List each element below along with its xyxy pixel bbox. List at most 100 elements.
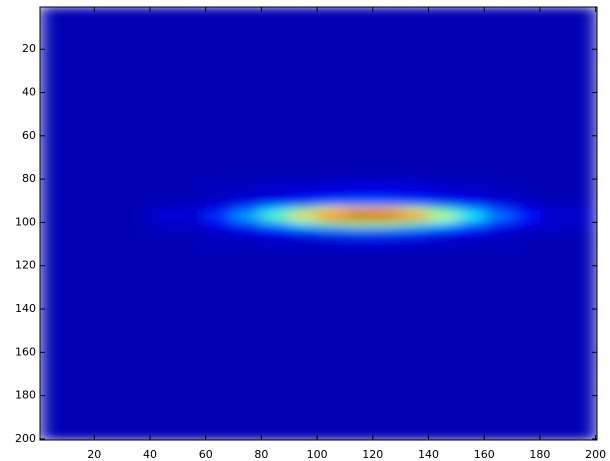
heatmap-cell	[94, 227, 150, 236]
heatmap-cell	[512, 201, 540, 208]
y-tick-label: 100	[15, 215, 36, 228]
heatmap-cell	[429, 220, 457, 227]
heatmap-cell	[456, 207, 484, 214]
heatmap-cell	[540, 136, 598, 180]
heatmap-cell	[150, 235, 206, 248]
heatmap-cell	[289, 220, 317, 227]
heatmap-cell	[261, 235, 289, 248]
heatmap-cell	[373, 192, 401, 201]
heatmap-cell	[401, 214, 429, 221]
heatmap-cell	[94, 214, 150, 221]
heatmap-cell	[150, 201, 206, 208]
heatmap-cell	[401, 192, 429, 201]
heatmap-cell	[345, 227, 373, 236]
heatmap-cell	[234, 179, 262, 192]
y-tick-label: 80	[22, 172, 36, 185]
heatmap-cell	[373, 136, 401, 180]
heatmap-cell	[540, 179, 598, 192]
chart: 2040608010012014016018020020406080100120…	[0, 0, 610, 461]
heatmap-cell	[401, 287, 429, 440]
heatmap-cell	[150, 287, 206, 440]
heatmap-cell	[234, 207, 262, 214]
heatmap-cell	[345, 201, 373, 208]
heatmap-cell	[540, 192, 598, 201]
y-tick-label: 120	[15, 259, 36, 272]
heatmap-cell	[94, 7, 150, 136]
heatmap-cell	[401, 220, 429, 227]
heatmap-cell	[484, 287, 512, 440]
heatmap-cell	[345, 248, 373, 287]
heatmap-cell	[540, 220, 598, 227]
heatmap-cell	[317, 220, 345, 227]
heatmap-cell	[429, 248, 457, 287]
heatmap-cell	[401, 227, 429, 236]
heatmap-cell	[234, 287, 262, 440]
heatmap-cell	[429, 179, 457, 192]
heatmap-cell	[261, 207, 289, 214]
heatmap-cell	[512, 179, 540, 192]
heatmap-cell	[401, 248, 429, 287]
heatmap-cell	[317, 227, 345, 236]
heatmap-cell	[317, 7, 345, 136]
heatmap-cell	[456, 220, 484, 227]
heatmap-cell	[40, 235, 95, 248]
heatmap-cell	[261, 248, 289, 287]
heatmap-cell	[234, 7, 262, 136]
heatmap-cell	[94, 220, 150, 227]
heatmap-cell	[261, 192, 289, 201]
heatmap-cell	[206, 179, 234, 192]
heatmap-cell	[484, 207, 512, 214]
heatmap-cell	[94, 248, 150, 287]
heatmap-cell	[317, 214, 345, 221]
heatmap-cell	[206, 214, 234, 221]
heatmap-cell	[401, 7, 429, 136]
x-tick-label: 20	[87, 448, 101, 461]
heatmap-cell	[373, 248, 401, 287]
heatmap-cell	[234, 192, 262, 201]
heatmap-cell	[317, 201, 345, 208]
heatmap-cell	[429, 235, 457, 248]
heatmap-cell	[40, 192, 95, 201]
heatmap-cell	[234, 235, 262, 248]
heatmap-cell	[206, 227, 234, 236]
heatmap-cell	[40, 220, 95, 227]
heatmap-cell	[150, 214, 206, 221]
heatmap-cell	[373, 220, 401, 227]
heatmap-cell	[345, 207, 373, 214]
heatmap-cell	[40, 248, 95, 287]
heatmap-cell	[484, 201, 512, 208]
heatmap-cell	[345, 7, 373, 136]
x-tick-label: 40	[143, 448, 157, 461]
y-tick-label: 60	[22, 129, 36, 142]
heatmap-cell	[94, 287, 150, 440]
heatmap-cell	[206, 235, 234, 248]
heatmap-cell	[373, 7, 401, 136]
x-tick-label: 180	[529, 448, 550, 461]
heatmap-cell	[94, 207, 150, 214]
heatmap-cell	[94, 192, 150, 201]
y-tick-label: 140	[15, 302, 36, 315]
heatmap-cell	[94, 201, 150, 208]
heatmap-cell	[456, 248, 484, 287]
heatmap-cell	[261, 7, 289, 136]
heatmap-cell	[429, 207, 457, 214]
heatmap-cell	[373, 179, 401, 192]
heatmap-cell	[512, 136, 540, 180]
y-tick-label: 20	[22, 42, 36, 55]
heatmap-cell	[345, 179, 373, 192]
heatmap-cell	[373, 207, 401, 214]
heatmap-cell	[317, 136, 345, 180]
heatmap-cell	[40, 136, 95, 180]
heatmap-cell	[40, 214, 95, 221]
heatmap-cell	[317, 248, 345, 287]
heatmap-cell	[540, 207, 598, 214]
heatmap-cell	[512, 248, 540, 287]
heatmap-cell	[150, 192, 206, 201]
heatmap-cell	[234, 227, 262, 236]
heatmap-cell	[206, 7, 234, 136]
y-tick-label: 180	[15, 389, 36, 402]
heatmap-cell	[206, 207, 234, 214]
heatmap-cell	[94, 136, 150, 180]
heatmap-cell	[484, 192, 512, 201]
heatmap-cell	[150, 7, 206, 136]
